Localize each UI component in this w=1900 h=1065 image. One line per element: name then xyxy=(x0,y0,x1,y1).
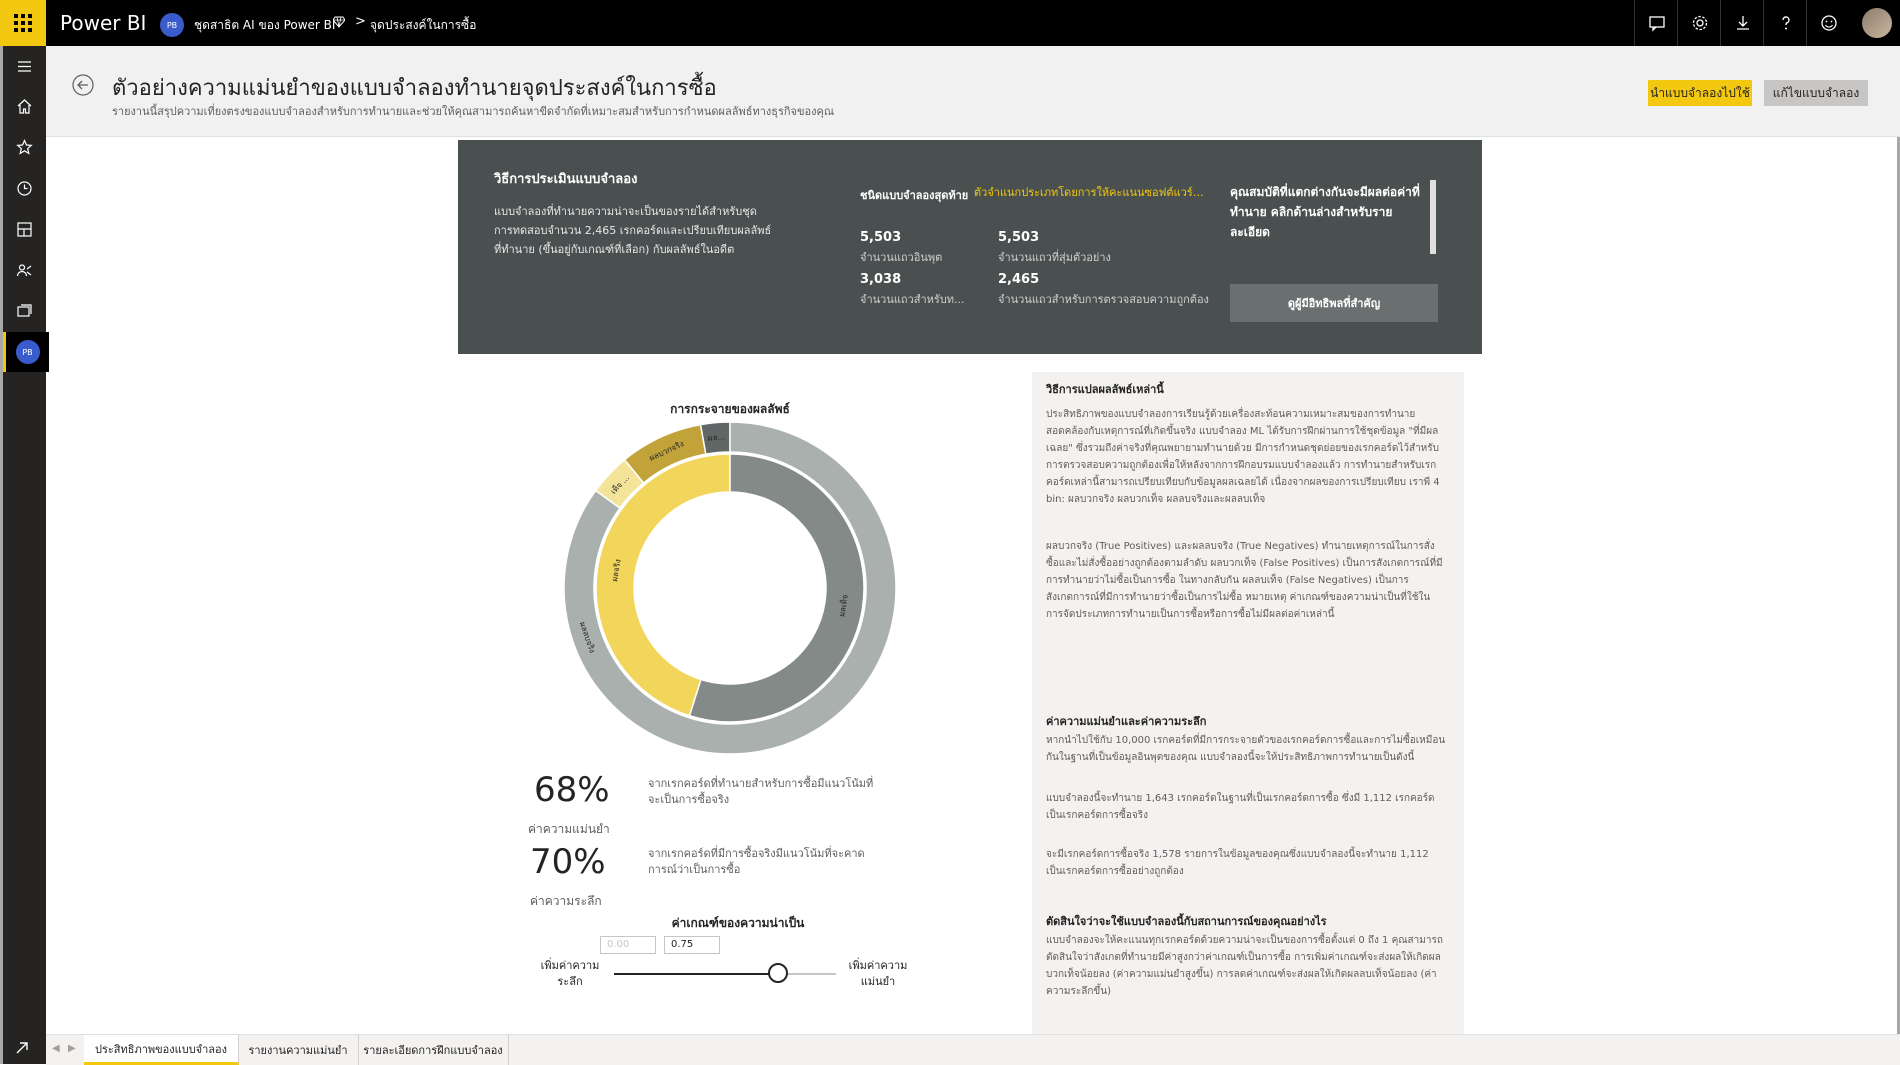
breadcrumb-current: จุดประสงค์ในการซื้อ xyxy=(370,18,477,32)
back-arrow-icon[interactable] xyxy=(72,74,94,96)
stat-sampled-rows-value: 5,503 xyxy=(998,230,1040,245)
expand-arrow-icon[interactable] xyxy=(14,1040,30,1056)
interpret-paragraph-2: ผลบวกจริง (True Positives) และผลลบจริง (… xyxy=(1046,541,1443,620)
feedback-smiley-icon[interactable] xyxy=(1806,0,1850,46)
increase-precision-label: เพิ่มค่าความแม่นยำ xyxy=(848,959,908,988)
interpret-paragraph-3: หากนำไปใช้กับ 10,000 เรกคอร์ดที่มีการกระ… xyxy=(1046,735,1446,763)
download-icon[interactable] xyxy=(1720,0,1764,46)
inner-slice-label-1: ผลเท็จ xyxy=(837,593,850,617)
workspace-nav-avatar: PB xyxy=(15,340,40,364)
page-title: ตัวอย่างความแม่นยำของแบบจำลองทำนายจุดประ… xyxy=(112,76,717,101)
inner-slice-label-0: ผลจริง xyxy=(610,559,622,583)
stat-sampled-rows-label: จำนวนแถวที่สุ่มตัวอย่าง xyxy=(998,251,1111,264)
attributes-scrollbar[interactable] xyxy=(1430,180,1436,254)
attributes-text: คุณสมบัติที่แตกต่างกันจะมีผลต่อค่าที่ทำน… xyxy=(1230,185,1420,239)
interpret-heading-3: ตัดสินใจว่าจะใช้แบบจำลองนี้กับสถานการณ์ข… xyxy=(1046,915,1327,928)
report-page-tabs: ◀ ▶ ประสิทธิภาพของแบบจำลอง รายงานความแม่… xyxy=(46,1034,1900,1065)
top-bar: Power BI PB ชุดสาธิต AI ของ Power BI > จ… xyxy=(0,0,1900,46)
precision-label: ค่าความแม่นยำ xyxy=(528,822,610,836)
workspace-avatar[interactable]: PB xyxy=(160,13,184,37)
tab-training-details[interactable]: รายละเอียดการฝึกแบบจำลอง xyxy=(358,1035,509,1065)
left-navigation: PB xyxy=(3,46,49,1064)
interpret-paragraph-1: ประสิทธิภาพของแบบจำลองการเรียนรู้ด้วยเคร… xyxy=(1046,409,1440,505)
model-type-value: ตัวจำแนกประเภทโดยการให้คะแนนซอฟต์แวร์ที่… xyxy=(974,186,1210,199)
interpret-heading-1: วิธีการแปลผลลัพธ์เหล่านี้ xyxy=(1046,383,1164,396)
recall-value: 70% xyxy=(530,842,606,882)
stat-input-rows-label: จำนวนแถวอินพุต xyxy=(860,251,943,264)
model-type-label: ชนิดแบบจำลองสุดท้าย xyxy=(860,189,969,202)
precision-value: 68% xyxy=(534,770,610,810)
apply-model-button[interactable]: นำแบบจำลองไปใช้ xyxy=(1648,80,1752,106)
brand-title[interactable]: Power BI xyxy=(60,11,147,35)
shared-with-me-icon[interactable] xyxy=(3,250,46,290)
current-workspace-nav[interactable]: PB xyxy=(3,332,49,372)
threshold-slider-thumb[interactable] xyxy=(768,963,788,983)
help-icon[interactable] xyxy=(1763,0,1807,46)
edit-model-button[interactable]: แก้ไขแบบจำลอง xyxy=(1764,80,1868,106)
summary-text: แบบจำลองที่ทำนายความน่าจะเป็นของรายได้สำ… xyxy=(494,205,772,256)
hamburger-menu-icon[interactable] xyxy=(3,46,46,86)
interpret-paragraph-4: แบบจำลองนี้จะทำนาย 1,643 เรกคอร์ดในฐานที… xyxy=(1046,793,1435,821)
interpretation-panel: วิธีการแปลผลลัพธ์เหล่านี้ ประสิทธิภาพของ… xyxy=(1032,372,1464,1034)
inner-slice-0[interactable] xyxy=(595,453,731,717)
comment-icon[interactable] xyxy=(1634,0,1678,46)
breadcrumb-separator: > xyxy=(355,14,366,29)
increase-recall-label: เพิ่มค่าความระลึก xyxy=(540,959,600,988)
recent-clock-icon[interactable] xyxy=(3,168,46,208)
outer-slice-label-2: ผล... xyxy=(708,432,726,442)
tab-accuracy-report[interactable]: รายงานความแม่นยำ xyxy=(238,1035,359,1065)
threshold-slider-fill xyxy=(614,973,778,975)
chart-title: การกระจายของผลลัพธ์ xyxy=(670,402,790,416)
recall-description: จากเรกคอร์ดที่มีการซื้อจริงมีแนวโน้มที่จ… xyxy=(648,847,865,876)
inner-slice-1[interactable] xyxy=(688,453,865,723)
recall-label: ค่าความระลึก xyxy=(530,894,602,908)
page-header: ตัวอย่างความแม่นยำของแบบจำลองทำนายจุดประ… xyxy=(46,46,1900,137)
workspaces-icon[interactable] xyxy=(3,291,46,331)
stat-validation-rows-label: จำนวนแถวสำหรับการตรวจสอบความถูกต้อง xyxy=(998,293,1209,306)
tabs-prev-icon[interactable]: ◀ xyxy=(52,1043,60,1054)
settings-gear-icon[interactable] xyxy=(1677,0,1721,46)
threshold-title: ค่าเกณฑ์ของความน่าเป็น xyxy=(671,916,805,930)
summary-title: วิธีการประเมินแบบจำลอง xyxy=(494,172,638,187)
stat-validation-rows-value: 2,465 xyxy=(998,272,1040,287)
premium-diamond-icon xyxy=(333,16,345,28)
home-icon[interactable] xyxy=(3,86,46,126)
interpret-paragraph-6: แบบจำลองจะให้คะแนนทุกเรกคอร์ดด้วยความน่า… xyxy=(1046,935,1443,997)
threshold-min-input[interactable]: 0.00 xyxy=(600,936,656,954)
stat-training-rows-value: 3,038 xyxy=(860,272,902,287)
page-subtitle: รายงานนี้สรุปความเที่ยงตรงของแบบจำลองสำห… xyxy=(112,105,835,118)
stat-training-rows-label: จำนวนแถวสำหรับท... xyxy=(860,293,965,306)
precision-description: จากเรกคอร์ดที่ทำนายสำหรับการซื้อมีแนวโน้… xyxy=(648,777,874,806)
tabs-next-icon[interactable]: ▶ xyxy=(68,1043,76,1054)
outer-slice-3[interactable] xyxy=(563,421,897,755)
threshold-value-input[interactable]: 0.75 xyxy=(664,936,720,954)
app-launcher-icon[interactable] xyxy=(0,0,46,46)
stat-input-rows-value: 5,503 xyxy=(860,230,902,245)
breadcrumb-workspace[interactable]: ชุดสาธิต AI ของ Power BI xyxy=(194,18,336,32)
favorites-star-icon[interactable] xyxy=(3,127,46,167)
tab-model-performance[interactable]: ประสิทธิภาพของแบบจำลอง xyxy=(84,1035,239,1065)
interpret-paragraph-5: จะมีเรกคอร์ดการซื้อจริง 1,578 รายการในข้… xyxy=(1046,849,1429,877)
apps-icon[interactable] xyxy=(3,209,46,249)
model-summary-panel: วิธีการประเมินแบบจำลอง แบบจำลองที่ทำนายค… xyxy=(458,140,1482,354)
key-influencers-button[interactable]: ดูผู้มีอิทธิพลที่สำคัญ xyxy=(1230,284,1438,322)
interpret-heading-2: ค่าความแม่นยำและค่าความระลึก xyxy=(1046,715,1207,728)
user-avatar[interactable] xyxy=(1862,8,1892,38)
